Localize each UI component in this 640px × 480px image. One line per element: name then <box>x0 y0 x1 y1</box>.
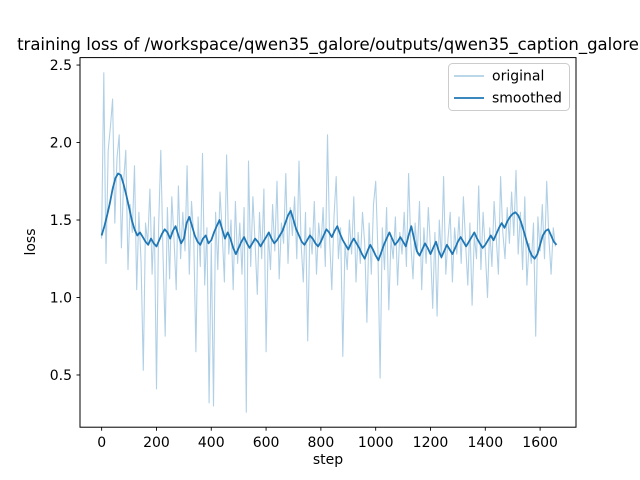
tick-label-y-2.0: 2.0 <box>50 136 72 152</box>
legend-original-label: original <box>492 69 544 85</box>
tick-label-x-1200: 1200 <box>413 435 449 451</box>
series-original-line <box>101 72 556 413</box>
plot-frame <box>79 57 577 428</box>
tick-label-x-200: 200 <box>143 435 170 451</box>
tick-label-x-1600: 1600 <box>522 435 558 451</box>
tick-label-y-0.5: 0.5 <box>50 368 72 384</box>
tick-label-y-2.5: 2.5 <box>50 58 72 74</box>
tick-label-y-1.5: 1.5 <box>50 213 72 229</box>
y-axis-label: loss <box>23 228 39 255</box>
y-axis-ticks: 0.5 1.0 1.5 2.0 2.5 <box>50 58 80 384</box>
tick-label-x-0: 0 <box>97 435 106 451</box>
tick-label-x-800: 800 <box>308 435 335 451</box>
x-axis-ticks: 0 200 400 600 800 1000 1200 1400 1600 <box>97 427 558 451</box>
tick-label-x-1000: 1000 <box>358 435 394 451</box>
x-axis-label: step <box>313 452 343 468</box>
chart-title: training loss of /workspace/qwen35_galor… <box>17 35 639 55</box>
tick-label-x-400: 400 <box>198 435 225 451</box>
series-smoothed-line <box>100 172 558 262</box>
legend-smoothed-label: smoothed <box>492 91 562 107</box>
tick-label-y-1.0: 1.0 <box>50 290 72 306</box>
tick-label-x-600: 600 <box>253 435 280 451</box>
legend: original smoothed <box>448 63 570 111</box>
tick-label-x-1400: 1400 <box>467 435 503 451</box>
